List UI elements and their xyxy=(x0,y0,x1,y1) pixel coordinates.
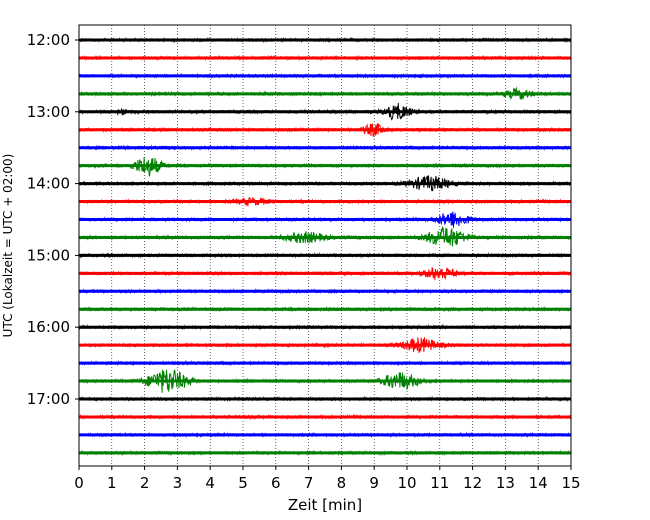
x-tick-label: 3 xyxy=(173,474,183,492)
trace-signal xyxy=(78,86,572,101)
trace-1300 xyxy=(78,102,572,121)
trace-signal xyxy=(78,102,572,121)
trace-1700 xyxy=(78,395,572,403)
x-tick-label: 1 xyxy=(107,474,117,492)
trace-1445 xyxy=(78,225,572,247)
trace-signal xyxy=(78,144,572,151)
trace-signal xyxy=(78,252,572,259)
trace-1315 xyxy=(79,122,572,137)
x-tick-label: 4 xyxy=(205,474,215,492)
trace-signal xyxy=(78,196,572,207)
trace-1715 xyxy=(78,413,572,421)
trace-signal xyxy=(78,449,572,457)
trace-signal xyxy=(78,225,572,247)
plot-frame xyxy=(78,24,572,467)
trace-1515 xyxy=(78,267,572,281)
y-tick-label: 14:00 xyxy=(27,175,70,193)
trace-signal xyxy=(78,54,572,62)
trace-signal xyxy=(78,323,572,331)
trace-signal xyxy=(78,36,572,44)
y-tick-label: 16:00 xyxy=(27,318,70,336)
y-tick-label: 15:00 xyxy=(27,246,70,264)
trace-1330 xyxy=(78,144,572,151)
x-tick-label: 13 xyxy=(496,474,515,492)
trace-signal xyxy=(78,288,572,295)
x-tick-label: 0 xyxy=(74,474,84,492)
x-tick-label: 8 xyxy=(337,474,347,492)
trace-1730 xyxy=(78,431,572,439)
y-tick-label: 13:00 xyxy=(27,103,70,121)
trace-1615 xyxy=(78,337,572,354)
y-ticks: 12:00 13:00 14:00 15:00 16:00 17:00 xyxy=(27,31,79,408)
trace-1245 xyxy=(78,86,572,101)
trace-1415 xyxy=(78,196,572,207)
trace-1630 xyxy=(78,359,572,367)
trace-1230 xyxy=(78,72,572,80)
trace-signal xyxy=(78,337,572,354)
x-tick-label: 6 xyxy=(271,474,281,492)
trace-signal xyxy=(78,267,572,281)
trace-1745 xyxy=(78,449,572,457)
y-tick-label: 12:00 xyxy=(27,31,70,49)
trace-signal xyxy=(78,369,572,393)
y-axis-label: UTC (Lokalzeit = UTC + 02:00) xyxy=(1,154,15,338)
y-tick-label: 17:00 xyxy=(27,390,70,408)
trace-1545 xyxy=(78,305,572,313)
trace-signal xyxy=(79,122,572,137)
trace-1430 xyxy=(78,211,572,228)
trace-signal xyxy=(78,72,572,80)
trace-signal xyxy=(78,175,572,192)
traces xyxy=(78,36,572,457)
trace-signal xyxy=(78,395,572,403)
x-ticks: 0 1 2 3 4 5 6 7 8 9 10 11 12 13 14 15 xyxy=(74,466,581,492)
x-tick-label: 9 xyxy=(369,474,379,492)
trace-signal xyxy=(78,211,572,228)
trace-1645 xyxy=(78,369,572,393)
x-tick-label: 10 xyxy=(397,474,416,492)
trace-1345 xyxy=(78,157,572,177)
trace-1600 xyxy=(78,323,572,331)
x-tick-label: 14 xyxy=(529,474,548,492)
trace-signal xyxy=(78,157,572,177)
x-tick-label: 5 xyxy=(238,474,248,492)
trace-1200 xyxy=(78,36,572,44)
x-tick-label: 2 xyxy=(140,474,150,492)
x-axis-label: Zeit [min] xyxy=(288,496,362,514)
trace-signal xyxy=(78,431,572,439)
x-tick-label: 12 xyxy=(463,474,482,492)
x-tick-label: 15 xyxy=(561,474,580,492)
trace-1400 xyxy=(78,175,572,192)
x-tick-label: 7 xyxy=(304,474,314,492)
trace-signal xyxy=(78,359,572,367)
x-tick-label: 11 xyxy=(430,474,449,492)
trace-signal xyxy=(78,305,572,313)
trace-1215 xyxy=(78,54,572,62)
trace-signal xyxy=(78,413,572,421)
trace-1530 xyxy=(78,288,572,295)
trace-1500 xyxy=(78,252,572,259)
